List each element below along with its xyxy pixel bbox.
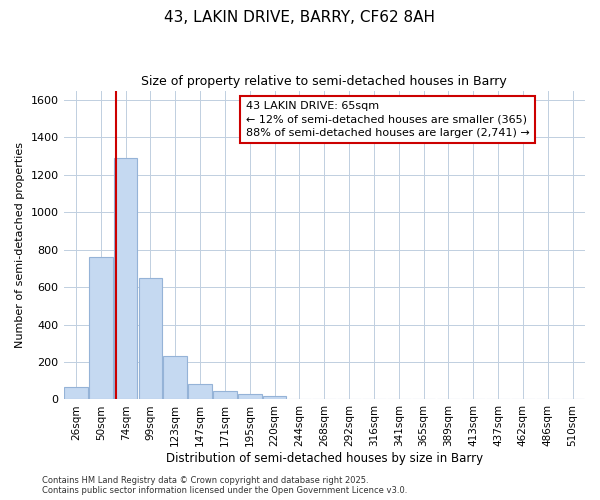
Bar [139, 278, 162, 400]
Bar [213, 391, 237, 400]
Bar [263, 396, 286, 400]
Bar [114, 158, 137, 400]
Text: 43 LAKIN DRIVE: 65sqm
← 12% of semi-detached houses are smaller (365)
88% of sem: 43 LAKIN DRIVE: 65sqm ← 12% of semi-deta… [246, 102, 530, 138]
Text: 43, LAKIN DRIVE, BARRY, CF62 8AH: 43, LAKIN DRIVE, BARRY, CF62 8AH [164, 10, 436, 25]
Title: Size of property relative to semi-detached houses in Barry: Size of property relative to semi-detach… [142, 75, 507, 88]
Bar [238, 394, 262, 400]
Bar [89, 257, 113, 400]
X-axis label: Distribution of semi-detached houses by size in Barry: Distribution of semi-detached houses by … [166, 452, 483, 465]
Bar [188, 384, 212, 400]
Bar [64, 388, 88, 400]
Text: Contains HM Land Registry data © Crown copyright and database right 2025.
Contai: Contains HM Land Registry data © Crown c… [42, 476, 407, 495]
Y-axis label: Number of semi-detached properties: Number of semi-detached properties [15, 142, 25, 348]
Bar [163, 356, 187, 400]
